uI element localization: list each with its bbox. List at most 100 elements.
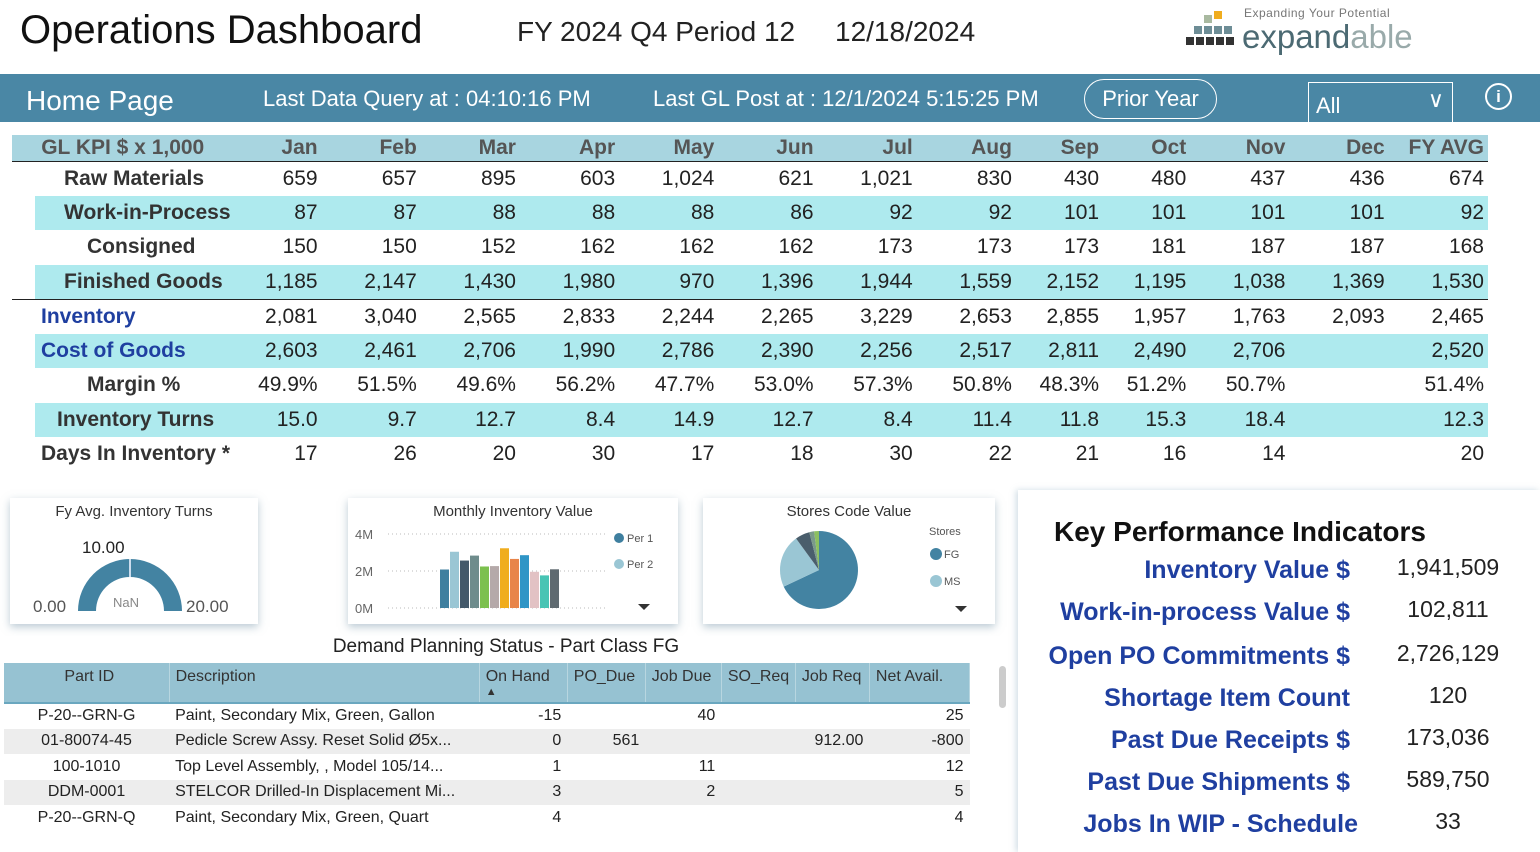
kpi-cell: 20 (1460, 442, 1484, 466)
column-header: Jan (237, 135, 322, 162)
column-header-label: Job Req (801, 668, 862, 685)
pie-slice[interactable] (814, 531, 819, 570)
table-cell (721, 703, 795, 729)
legend-label: FG (944, 549, 959, 561)
stores-code-chart-card[interactable]: Stores Code Value Stores FG MS (703, 498, 995, 624)
table-row[interactable]: P-20--GRN-G Paint, Secondary Mix, Green, … (4, 703, 970, 729)
table-row[interactable]: 100-1010 Top Level Assembly, , Model 105/… (4, 754, 970, 780)
table-cell (795, 805, 869, 831)
table-cell (567, 703, 645, 729)
column-header: Sep (1015, 135, 1104, 162)
kpi-cell (1289, 402, 1389, 437)
y-tick-label: 0M (355, 601, 373, 616)
more-icon[interactable] (955, 606, 967, 612)
kpi-cell: 2,520 (1388, 333, 1488, 368)
column-header[interactable]: SO_Req (721, 663, 796, 704)
column-header[interactable]: Job Due (645, 663, 722, 704)
bar[interactable] (530, 571, 539, 608)
kpi-cell: 3,229 (860, 304, 913, 328)
pie-slice[interactable] (780, 538, 819, 587)
bar[interactable] (550, 569, 559, 608)
scrollbar[interactable] (999, 666, 1006, 708)
kpi-value: 1,941,509 (1396, 554, 1500, 580)
column-header: Jun (718, 135, 818, 162)
kpi-cell: 2,855 (1046, 304, 1100, 328)
row-label: Cost of Goods (12, 333, 238, 368)
gauge-max: 20.00 (186, 597, 229, 616)
bar[interactable] (520, 555, 529, 608)
kpi-cell: 480 (1151, 166, 1187, 190)
table-cell (795, 754, 869, 780)
kpi-cell: 1,430 (420, 264, 520, 300)
kpi-cell: 187 (1349, 235, 1385, 259)
table-cell: Paint, Secondary Mix, Green, Gallon (175, 707, 435, 725)
table-cell: 3 (479, 779, 568, 805)
pie-slice[interactable] (809, 531, 819, 570)
y-tick-label: 2M (355, 564, 373, 579)
bar[interactable] (480, 566, 489, 608)
kpi-row: Work-in-Process 87 87 88 88 88 86 92 92 101 101 101… (12, 195, 1488, 230)
kpi-cell: 17 (691, 442, 715, 466)
bar[interactable] (490, 566, 499, 608)
inventory-turns-gauge-card[interactable]: Fy Avg. Inventory Turns 10.00 0.00 NaN 2… (10, 498, 258, 624)
kpi-cell: 3,040 (364, 304, 417, 328)
legend-label: MS (944, 576, 961, 588)
table-row[interactable]: DDM-0001 STELCOR Drilled-In Displacement … (4, 779, 970, 805)
kpi-cell: 49.9% (258, 373, 318, 397)
bar[interactable] (510, 558, 519, 608)
legend-marker (614, 533, 624, 543)
table-cell: 1 (552, 757, 562, 775)
kpi-row: Inventory 2,081 3,040 2,565 2,833 2,244 2,265 3… (12, 299, 1488, 334)
bar[interactable] (450, 551, 459, 608)
column-header: Aug (916, 135, 1016, 162)
kpi-cell: 8.4 (817, 402, 917, 437)
bar[interactable] (540, 575, 549, 608)
kpi-cell (1289, 437, 1388, 472)
bar[interactable] (440, 569, 449, 608)
table-row[interactable]: 01-80074-45 Pedicle Screw Assy. Reset Sol… (4, 728, 970, 754)
column-header[interactable]: On Hand ▲ (479, 663, 568, 704)
last-gl-post: Last GL Post at : 12/1/2024 5:15:25 PM (653, 86, 1039, 111)
kpi-row: Raw Materials 659 657 895 603 1,024 621 1,021 83… (12, 161, 1488, 196)
kpi-cell: 101 (1103, 195, 1191, 230)
table-cell: 100-1010 (52, 757, 121, 775)
home-page-link[interactable]: Home Page (26, 85, 174, 116)
column-header: Mar (420, 135, 520, 162)
chart-title: Stores Code Value (786, 503, 912, 520)
prior-year-button[interactable]: Prior Year (1084, 79, 1217, 119)
column-header-label: On Hand (485, 668, 550, 685)
kpi-title: Key Performance Indicators (1054, 516, 1426, 547)
column-header[interactable]: Description (169, 663, 480, 704)
kpi-label: Work-in-process Value $ (1060, 598, 1350, 626)
bar[interactable] (460, 560, 469, 608)
kpi-value: 102,811 (1407, 596, 1489, 622)
table-row[interactable]: P-20--GRN-Q Paint, Secondary Mix, Green, … (4, 805, 970, 831)
more-icon[interactable] (638, 604, 650, 610)
chart-title: Monthly Inventory Value (433, 503, 593, 520)
column-header[interactable]: Part ID (4, 663, 170, 704)
kpi-cell: 2,465 (1431, 304, 1484, 328)
kpi-cell: 87 (321, 195, 421, 230)
bar[interactable] (470, 555, 479, 608)
filter-dropdown[interactable]: All ∨ (1308, 82, 1453, 122)
column-header-label: Net Avail. (875, 668, 944, 685)
table-cell: STELCOR Drilled-In Displacement Mi... (169, 779, 480, 805)
row-label: Margin % (87, 373, 181, 397)
page-title: Operations Dashboard (20, 8, 423, 52)
monthly-inventory-chart-card[interactable]: Monthly Inventory Value 4M 2M 0M Per 1 Per 2 (348, 498, 678, 624)
info-icon[interactable]: i (1485, 83, 1512, 110)
kpi-cell: 88 (619, 195, 719, 230)
column-header[interactable]: Net Avail. (869, 663, 971, 704)
kpi-cell (1289, 333, 1389, 368)
table-cell (795, 703, 869, 729)
table-cell: Pedicle Screw Assy. Reset Solid Ø5x... (169, 728, 480, 754)
bar[interactable] (500, 548, 509, 608)
column-header[interactable]: PO_Due (567, 663, 646, 704)
kpi-row: Days In Inventory * 17 26 20 30 17 18 30 22 21 16 1… (12, 437, 1488, 472)
column-header[interactable]: Job Req (795, 663, 870, 704)
pie-slice[interactable] (796, 532, 819, 570)
kpi-value: 120 (1428, 682, 1468, 708)
kpi-cell: 659 (282, 166, 318, 190)
pie-slice[interactable] (783, 531, 858, 609)
kpi-cell: 20 (492, 442, 516, 466)
